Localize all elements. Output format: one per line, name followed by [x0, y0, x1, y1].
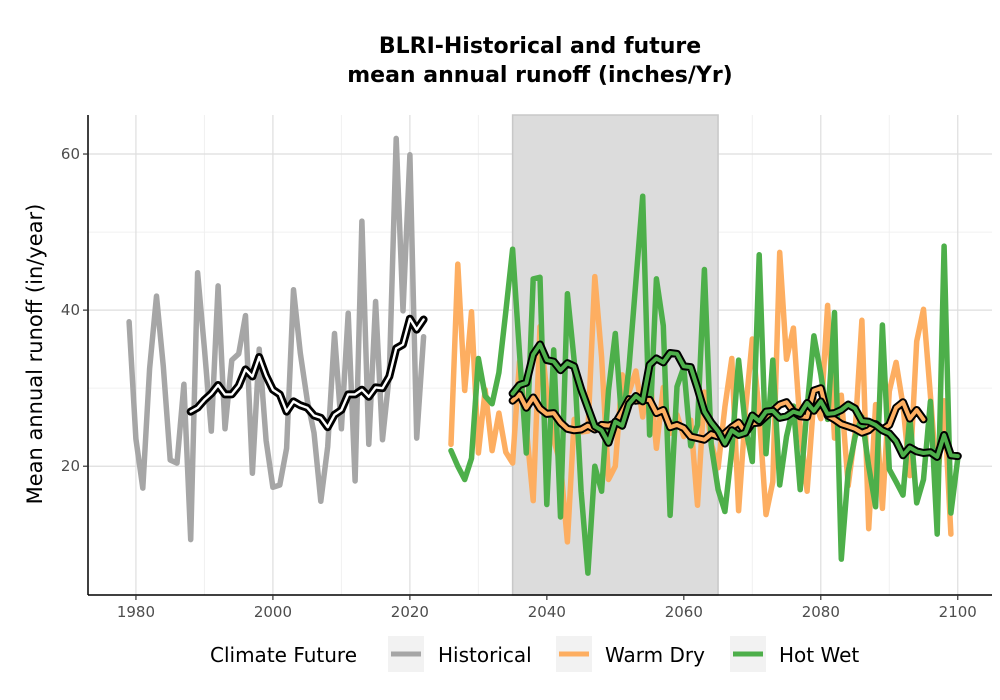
legend: Climate Future Historical Warm Dry Hot W… [210, 636, 859, 672]
chart-title-line2: mean annual runoff (inches/Yr) [347, 63, 733, 88]
legend-label-hot-wet: Hot Wet [779, 643, 859, 667]
x-tick-label: 2060 [665, 603, 703, 621]
y-tick-label: 20 [61, 457, 80, 475]
legend-label-historical: Historical [438, 643, 532, 667]
x-tick-label: 2100 [939, 603, 977, 621]
x-tick-label: 1980 [117, 603, 155, 621]
legend-title: Climate Future [210, 643, 357, 667]
series-line-historical [126, 135, 427, 543]
y-tick-label: 40 [61, 301, 80, 319]
x-tick-label: 2080 [802, 603, 840, 621]
smoothed-line-historical [189, 317, 425, 429]
y-axis-title: Mean annual runoff (in/year) [23, 204, 47, 505]
x-tick-label: 2020 [391, 603, 429, 621]
series-line-warm-dry [448, 249, 954, 545]
legend-label-warm-dry: Warm Dry [605, 643, 705, 667]
series-lines [126, 135, 962, 576]
x-tick-label: 2000 [254, 603, 292, 621]
series-line-hot-wet [448, 193, 961, 576]
smoothed-line-hot-wet [510, 342, 960, 459]
chart-title-line1: BLRI-Historical and future [379, 34, 701, 59]
x-tick-label: 2040 [528, 603, 566, 621]
y-tick-label: 60 [61, 145, 80, 163]
